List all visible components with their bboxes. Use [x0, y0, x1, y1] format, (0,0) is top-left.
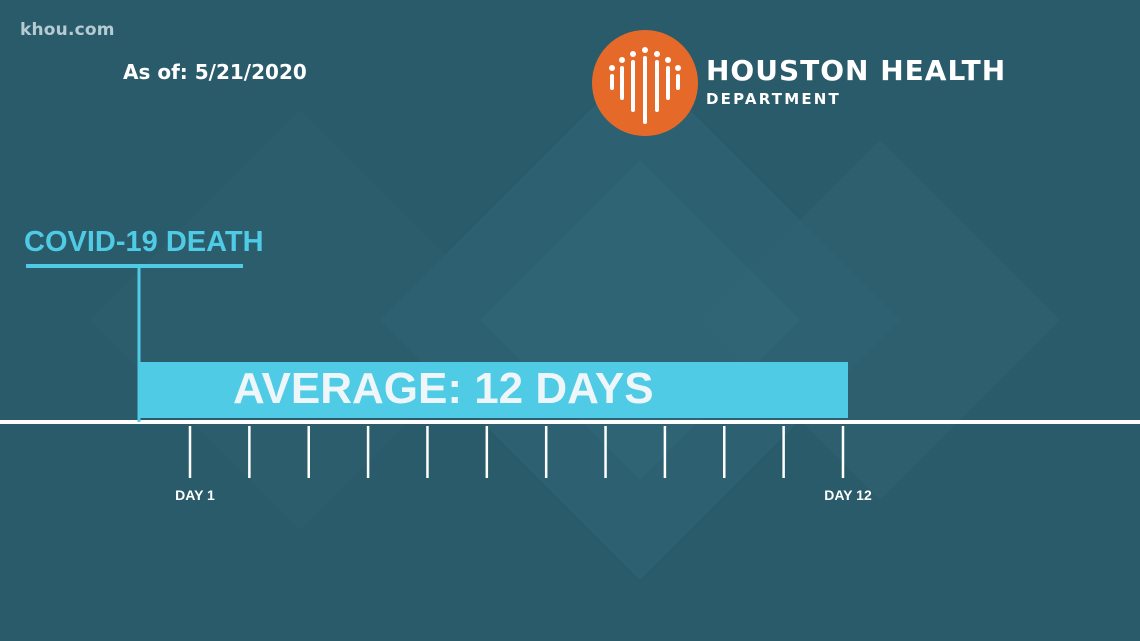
event-underline [26, 264, 243, 268]
as-of-date: As of: 5/21/2020 [123, 60, 307, 84]
average-label: AVERAGE: 12 DAYS [233, 364, 654, 413]
organization-subtitle: DEPARTMENT [706, 90, 841, 108]
event-label: COVID-19 DEATH [24, 226, 264, 258]
organization-name: HOUSTON HEALTH [706, 54, 1007, 87]
tick-label: DAY 12 [824, 487, 872, 503]
houston-health-logo [592, 30, 698, 136]
tick-label: DAY 1 [175, 487, 215, 503]
watermark: khou.com [20, 20, 115, 40]
average-bar [138, 362, 848, 418]
